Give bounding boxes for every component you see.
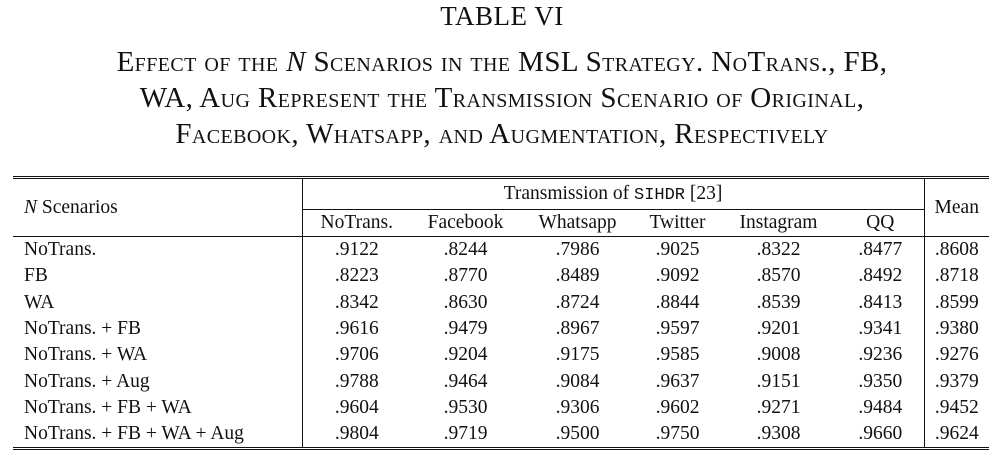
table-caption: Effect of the N Scenarios in the MSL Str… (0, 44, 1004, 152)
column-header: Twitter (649, 212, 706, 233)
table-row: FB .8223 .8770 .8489 .9092 .8570 .8492 .… (13, 263, 989, 290)
table-cell: .9604 (334, 396, 379, 418)
table-cell: .8539 (756, 291, 801, 313)
table-cell: .8244 (411, 236, 520, 264)
row-label: NoTrans. + WA (13, 342, 303, 369)
table-label: TABLE VI (440, 1, 564, 31)
column-header: NoTrans. (320, 212, 393, 233)
scenarios-variable: N (24, 196, 38, 218)
table-cell: .8413 (837, 289, 925, 316)
group-header-text: Transmission of (503, 183, 634, 204)
mean-cell: .9380 (934, 318, 979, 340)
group-header-method: SIHDR (634, 186, 686, 205)
table-cell: .9602 (655, 396, 700, 418)
table-cell: .9122 (302, 236, 411, 264)
table-cell: .9025 (635, 236, 720, 264)
table-cell: .9750 (655, 423, 700, 445)
column-header: Whatsapp (538, 212, 617, 233)
row-label: NoTrans. + FB (13, 315, 303, 343)
table-cell: .9151 (756, 370, 801, 392)
table-cell: .9660 (837, 421, 925, 449)
table-row: WA .8342 .8630 .8724 .8844 .8539 .8413 .… (13, 289, 989, 316)
mean-cell: .9452 (934, 396, 979, 418)
table-cell: .8967 (555, 318, 600, 340)
transmission-group-header: Transmission of SIHDR [23] (302, 177, 925, 210)
table-cell: .8223 (334, 265, 379, 287)
mean-cell: .9276 (934, 344, 979, 366)
group-header-ref: [23] (685, 183, 723, 204)
row-label: NoTrans. + FB + WA (13, 394, 303, 422)
table-cell: .9008 (756, 344, 801, 366)
table-row: NoTrans. + FB + WA + Aug .9804 .9719 .95… (13, 421, 989, 449)
table-cell: .9306 (555, 396, 600, 418)
table-cell: .9175 (555, 344, 600, 366)
table-cell: .8322 (720, 236, 837, 264)
column-header: Instagram (739, 212, 818, 233)
table-cell: .8342 (334, 291, 379, 313)
table-cell: .9484 (837, 394, 925, 422)
table-cell: .8492 (837, 263, 925, 290)
table-cell: .9804 (334, 423, 379, 445)
table-row: NoTrans. + FB + WA .9604 .9530 .9306 .96… (13, 394, 989, 422)
table-cell: .8724 (555, 291, 600, 313)
row-label: FB (13, 263, 303, 290)
table-cell: .8477 (837, 236, 925, 264)
table-cell: .9706 (334, 344, 379, 366)
table-cell: .9585 (655, 344, 700, 366)
column-header: QQ (837, 209, 925, 237)
caption-line-1: Effect of the N Scenarios in the MSL Str… (0, 44, 1004, 80)
caption-line-1-end: Scenarios in the MSL Strategy. NoTrans.,… (305, 46, 888, 78)
caption-line-1-start: Effect of the (116, 46, 287, 78)
table-cell: .9719 (443, 423, 488, 445)
mean-cell: .9379 (934, 370, 979, 392)
table-cell: .9308 (756, 423, 801, 445)
column-header: Facebook (427, 212, 504, 233)
table-cell: .7986 (520, 236, 635, 264)
table-cell: .8489 (555, 265, 600, 287)
table-cell: .9597 (655, 318, 700, 340)
mean-cell: .9624 (934, 423, 979, 445)
table-cell: .9788 (334, 370, 379, 392)
table-row: NoTrans. .9122 .8244 .7986 .9025 .8322 .… (13, 236, 989, 264)
table-row: NoTrans. + FB .9616 .9479 .8967 .9597 .9… (13, 315, 989, 343)
table-cell: .8570 (756, 265, 801, 287)
caption-variable: N (286, 46, 306, 78)
table-cell: .9204 (443, 344, 488, 366)
table-cell: .9236 (837, 342, 925, 369)
mean-cell: .8718 (934, 265, 979, 287)
table-cell: .8844 (655, 291, 700, 313)
table-cell: .8630 (443, 291, 488, 313)
results-table: N Scenarios Transmission of SIHDR [23] M… (13, 176, 989, 450)
mean-cell: .8599 (934, 291, 979, 313)
table-cell: .8770 (443, 265, 488, 287)
table-cell: .9084 (555, 370, 600, 392)
row-label: WA (13, 289, 303, 316)
row-label: NoTrans. + FB + WA + Aug (13, 421, 303, 449)
table-cell: .9479 (443, 318, 488, 340)
mean-cell: .8608 (924, 236, 989, 264)
table-row: NoTrans. + Aug .9788 .9464 .9084 .9637 .… (13, 368, 989, 395)
scenarios-header: N Scenarios (13, 177, 303, 237)
header-row-group: N Scenarios Transmission of SIHDR [23] M… (13, 177, 989, 237)
table-cell: .9616 (334, 318, 379, 340)
table-cell: .9464 (443, 370, 488, 392)
table-cell: .9350 (837, 368, 925, 395)
table-cell: .9092 (655, 265, 700, 287)
row-label: NoTrans. (13, 236, 303, 264)
table-cell: .9341 (837, 315, 925, 343)
caption-line-3: Facebook, Whatsapp, and Augmentation, Re… (175, 118, 829, 150)
table-cell: .9201 (756, 318, 801, 340)
header-row-columns: NoTrans. Facebook Whatsapp Twitter Insta… (13, 209, 989, 237)
table-cell: .9530 (443, 396, 488, 418)
mean-header: Mean (934, 196, 979, 218)
table-cell: .9637 (655, 370, 700, 392)
scenarios-header-label: Scenarios (41, 196, 118, 218)
table-cell: .9500 (555, 423, 600, 445)
table-cell: .9271 (756, 396, 801, 418)
caption-line-2: WA, Aug Represent the Transmission Scena… (139, 82, 865, 114)
row-label: NoTrans. + Aug (13, 368, 303, 395)
table-row: NoTrans. + WA .9706 .9204 .9175 .9585 .9… (13, 342, 989, 369)
